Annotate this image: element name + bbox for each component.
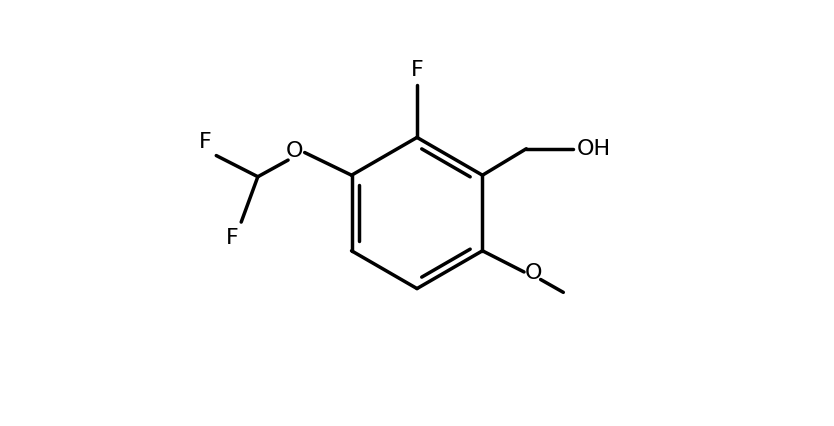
Text: F: F xyxy=(199,132,212,152)
Text: F: F xyxy=(410,60,424,80)
Text: F: F xyxy=(225,228,239,248)
Text: OH: OH xyxy=(577,139,611,159)
Text: O: O xyxy=(525,263,543,283)
Text: O: O xyxy=(285,141,303,161)
